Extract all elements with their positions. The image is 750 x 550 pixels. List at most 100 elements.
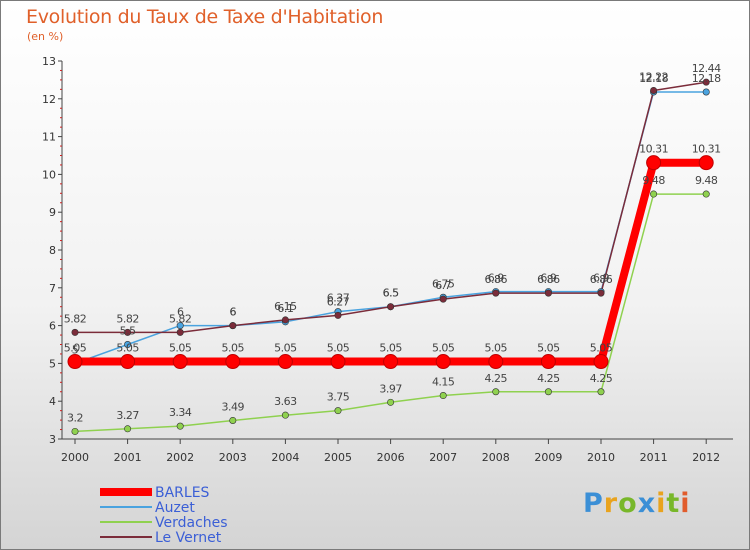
data-point xyxy=(334,407,342,415)
data-point xyxy=(492,388,500,396)
data-label: 5.05 xyxy=(432,342,455,355)
x-tick-label: 2008 xyxy=(482,451,510,464)
data-label: 6.5 xyxy=(383,287,399,300)
data-label: 3.34 xyxy=(169,406,192,419)
data-label: 6.15 xyxy=(274,300,297,313)
data-label: 3.63 xyxy=(274,395,297,408)
data-label: 10.31 xyxy=(639,143,668,156)
data-label: 3.75 xyxy=(327,391,350,404)
y-tick-label: 7 xyxy=(49,282,56,295)
data-label: 5.82 xyxy=(169,312,192,325)
y-tick-label: 13 xyxy=(42,55,56,68)
data-label: 5.05 xyxy=(590,342,613,355)
data-point xyxy=(71,427,79,435)
data-label: 5.82 xyxy=(116,312,139,325)
data-label: 5.05 xyxy=(64,342,87,355)
data-label: 12.18 xyxy=(692,72,721,85)
data-label: 5.5 xyxy=(120,325,136,338)
data-label: 5 xyxy=(72,343,79,356)
x-tick-label: 2004 xyxy=(271,451,299,464)
proxiti-logo: Proxiti xyxy=(583,488,691,519)
x-tick-label: 2002 xyxy=(166,451,194,464)
data-label: 5.05 xyxy=(485,342,508,355)
y-tick-label: 9 xyxy=(49,206,56,219)
data-label: 6.7 xyxy=(435,279,451,292)
data-point xyxy=(172,354,188,370)
data-label: 4.25 xyxy=(485,372,508,385)
data-point xyxy=(544,289,552,297)
data-label: 4.25 xyxy=(537,372,560,385)
chart-axes: 3 4 5 6 7 8 9 10 11 12 13 2000 2001 2002 2003 2004 2005 2… xyxy=(42,55,733,464)
data-label: 6 xyxy=(230,306,237,319)
data-point xyxy=(281,411,289,419)
logo-letter: i xyxy=(680,488,691,519)
data-point xyxy=(124,340,132,348)
data-point xyxy=(120,354,136,370)
data-label: 12.22 xyxy=(639,70,668,83)
data-point xyxy=(176,422,184,430)
y-tick-label: 12 xyxy=(42,93,56,106)
logo-letter: i xyxy=(656,488,667,519)
data-label: 5.05 xyxy=(379,342,402,355)
series-points xyxy=(67,78,714,435)
y-tick-label: 6 xyxy=(49,320,56,333)
data-point xyxy=(597,289,605,297)
data-label: 6 xyxy=(177,306,184,319)
data-point xyxy=(435,354,451,370)
y-tick-label: 5 xyxy=(49,357,56,370)
data-label: 12.44 xyxy=(692,62,721,75)
data-label: 6.5 xyxy=(383,287,399,300)
data-label: 5.05 xyxy=(116,342,139,355)
data-point xyxy=(492,289,500,297)
data-label: 6.86 xyxy=(590,273,613,286)
data-label: 3.97 xyxy=(379,382,402,395)
data-point xyxy=(277,354,293,370)
data-label: 4.25 xyxy=(590,372,613,385)
data-label: 5.05 xyxy=(169,342,192,355)
data-point xyxy=(646,155,662,171)
x-tick-label: 2006 xyxy=(377,451,405,464)
data-point xyxy=(176,328,184,336)
x-tick-label: 2007 xyxy=(429,451,457,464)
data-label: 4.15 xyxy=(432,376,455,389)
data-label: 5.05 xyxy=(327,342,350,355)
legend-label: Verdaches xyxy=(155,515,228,531)
logo-letter: r xyxy=(603,488,619,519)
data-point xyxy=(281,316,289,324)
data-label: 9.48 xyxy=(695,174,718,187)
data-point xyxy=(229,416,237,424)
data-point xyxy=(387,303,395,311)
y-tick-label: 3 xyxy=(49,433,56,446)
data-point xyxy=(225,354,241,370)
data-label: 10.31 xyxy=(692,143,721,156)
data-label: 6.1 xyxy=(277,302,293,315)
data-label: 6.9 xyxy=(540,272,556,285)
data-point xyxy=(593,354,609,370)
chart-subtitle: (en %) xyxy=(27,30,64,43)
data-point xyxy=(650,86,658,94)
data-label: 9.48 xyxy=(642,174,665,187)
data-point xyxy=(650,190,658,198)
data-point xyxy=(124,425,132,433)
logo-letter: t xyxy=(666,488,681,519)
data-labels: 5.05 5.05 5.05 5.05 5.05 5.05 5.05 5.05 5.05 5.05… xyxy=(64,62,722,424)
x-tick-label: 2000 xyxy=(61,451,89,464)
chart-title: Evolution du Taux de Taxe d'Habitation xyxy=(26,6,384,28)
data-point xyxy=(439,392,447,400)
legend-label: Le Vernet xyxy=(155,530,222,546)
data-point xyxy=(540,354,556,370)
data-point xyxy=(702,78,710,86)
data-label: 6 xyxy=(230,306,237,319)
data-point xyxy=(702,88,710,96)
data-point xyxy=(597,388,605,396)
data-point xyxy=(330,354,346,370)
data-label: 6.37 xyxy=(327,292,350,305)
logo-letter: x xyxy=(637,488,657,519)
data-point xyxy=(439,295,447,303)
data-label: 3.49 xyxy=(222,400,245,413)
data-point xyxy=(488,354,504,370)
data-point xyxy=(387,398,395,406)
x-tick-label: 2011 xyxy=(640,451,668,464)
